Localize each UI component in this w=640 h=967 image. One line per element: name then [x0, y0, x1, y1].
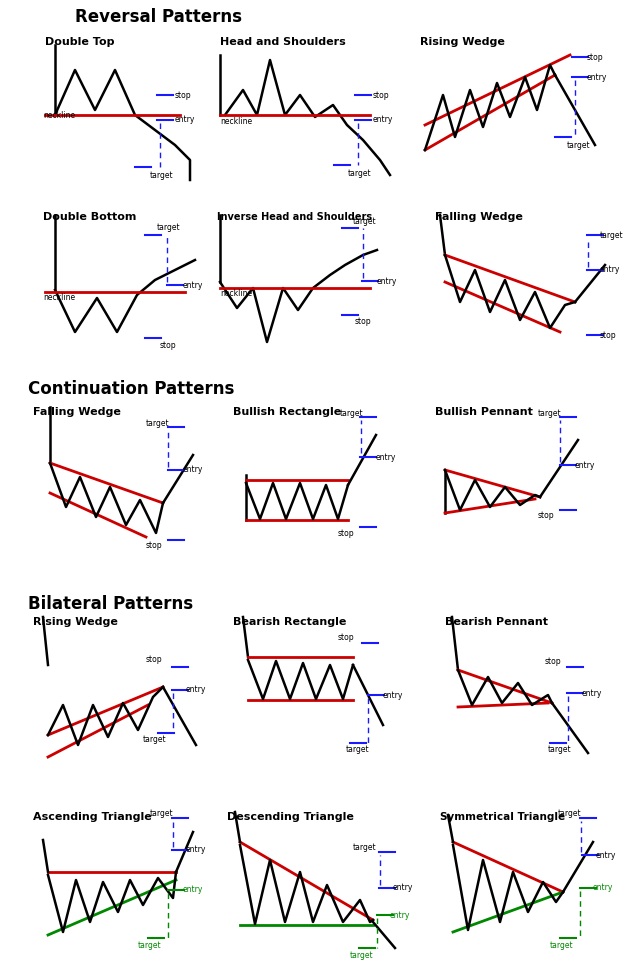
Text: stop: stop [587, 52, 604, 62]
Text: neckline: neckline [43, 294, 75, 303]
Text: Double Top: Double Top [45, 37, 115, 47]
Text: target: target [550, 942, 573, 951]
Text: target: target [150, 170, 173, 180]
Text: entry: entry [373, 115, 394, 125]
Text: Double Bottom: Double Bottom [43, 212, 136, 222]
Text: target: target [150, 809, 173, 818]
Text: Falling Wedge: Falling Wedge [33, 407, 121, 417]
Text: Falling Wedge: Falling Wedge [435, 212, 523, 222]
Text: Rising Wedge: Rising Wedge [420, 37, 505, 47]
Text: neckline: neckline [220, 118, 252, 127]
Text: entry: entry [596, 851, 616, 860]
Text: Bullish Pennant: Bullish Pennant [435, 407, 533, 417]
Text: Ascending Triangle: Ascending Triangle [33, 812, 152, 822]
Text: target: target [353, 217, 376, 225]
Text: stop: stop [338, 529, 355, 538]
Text: target: target [346, 746, 370, 754]
Text: stop: stop [338, 632, 355, 641]
Text: entry: entry [383, 690, 403, 699]
Text: Bilateral Patterns: Bilateral Patterns [28, 595, 193, 613]
Text: target: target [548, 746, 572, 754]
Text: entry: entry [393, 884, 413, 893]
Text: Bearish Pennant: Bearish Pennant [445, 617, 548, 627]
Text: entry: entry [593, 884, 613, 893]
Text: entry: entry [390, 911, 410, 920]
Text: Rising Wedge: Rising Wedge [33, 617, 118, 627]
Text: target: target [138, 942, 162, 951]
Text: entry: entry [186, 845, 206, 855]
Text: neckline: neckline [43, 110, 75, 120]
Text: target: target [340, 408, 364, 418]
Text: Bullish Rectangle: Bullish Rectangle [233, 407, 341, 417]
Text: target: target [538, 408, 562, 418]
Text: target: target [567, 140, 591, 150]
Text: target: target [600, 230, 623, 240]
Text: Head and Shoulders: Head and Shoulders [220, 37, 346, 47]
Text: Inverse Head and Shoulders: Inverse Head and Shoulders [217, 212, 372, 222]
Text: target: target [558, 809, 582, 818]
Text: entry: entry [587, 73, 607, 81]
Text: entry: entry [183, 280, 204, 289]
Text: entry: entry [600, 266, 620, 275]
Text: target: target [157, 223, 180, 232]
Text: Descending Triangle: Descending Triangle [227, 812, 354, 822]
Text: target: target [353, 843, 376, 853]
Text: entry: entry [183, 886, 204, 894]
Text: entry: entry [186, 686, 206, 694]
Text: target: target [348, 168, 372, 178]
Text: entry: entry [582, 689, 602, 697]
Text: entry: entry [175, 115, 195, 125]
Text: target: target [146, 419, 170, 427]
Text: stop: stop [175, 91, 191, 100]
Text: entry: entry [376, 453, 396, 461]
Text: neckline: neckline [220, 289, 252, 299]
Text: entry: entry [575, 460, 595, 470]
Text: entry: entry [183, 465, 204, 475]
Text: entry: entry [377, 277, 397, 285]
Text: stop: stop [146, 656, 163, 664]
Text: target: target [350, 951, 374, 959]
Text: stop: stop [160, 340, 177, 349]
Text: stop: stop [146, 541, 163, 549]
Text: target: target [143, 736, 166, 745]
Text: stop: stop [538, 512, 555, 520]
Text: Bearish Rectangle: Bearish Rectangle [233, 617, 346, 627]
Text: stop: stop [355, 317, 372, 327]
Text: stop: stop [600, 331, 616, 339]
Text: stop: stop [545, 657, 562, 665]
Text: Continuation Patterns: Continuation Patterns [28, 380, 234, 398]
Text: Symmetrical Triangle: Symmetrical Triangle [440, 812, 565, 822]
Text: Reversal Patterns: Reversal Patterns [75, 8, 242, 26]
Text: stop: stop [373, 91, 390, 100]
